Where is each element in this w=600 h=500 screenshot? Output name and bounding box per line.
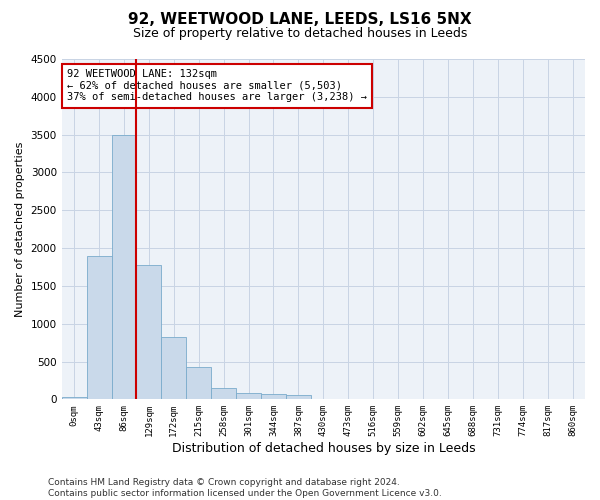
Bar (86, 256, 112, 400)
Bar (62, 397, 86, 400)
Text: Size of property relative to detached houses in Leeds: Size of property relative to detached ho… (133, 28, 467, 40)
Text: Contains HM Land Registry data © Crown copyright and database right 2024.
Contai: Contains HM Land Registry data © Crown c… (48, 478, 442, 498)
Bar (186, 367, 211, 400)
Bar (161, 338, 186, 400)
Text: 92, WEETWOOD LANE, LEEDS, LS16 5NX: 92, WEETWOOD LANE, LEEDS, LS16 5NX (128, 12, 472, 28)
Bar (286, 395, 311, 400)
Text: 92 WEETWOOD LANE: 132sqm
← 62% of detached houses are smaller (5,503)
37% of sem: 92 WEETWOOD LANE: 132sqm ← 62% of detach… (67, 69, 367, 102)
Bar (261, 394, 286, 400)
X-axis label: Distribution of detached houses by size in Leeds: Distribution of detached houses by size … (172, 442, 475, 455)
Y-axis label: Number of detached properties: Number of detached properties (15, 142, 25, 317)
Bar (236, 392, 261, 400)
Bar (136, 264, 161, 400)
Bar (211, 388, 236, 400)
Bar (112, 134, 136, 400)
